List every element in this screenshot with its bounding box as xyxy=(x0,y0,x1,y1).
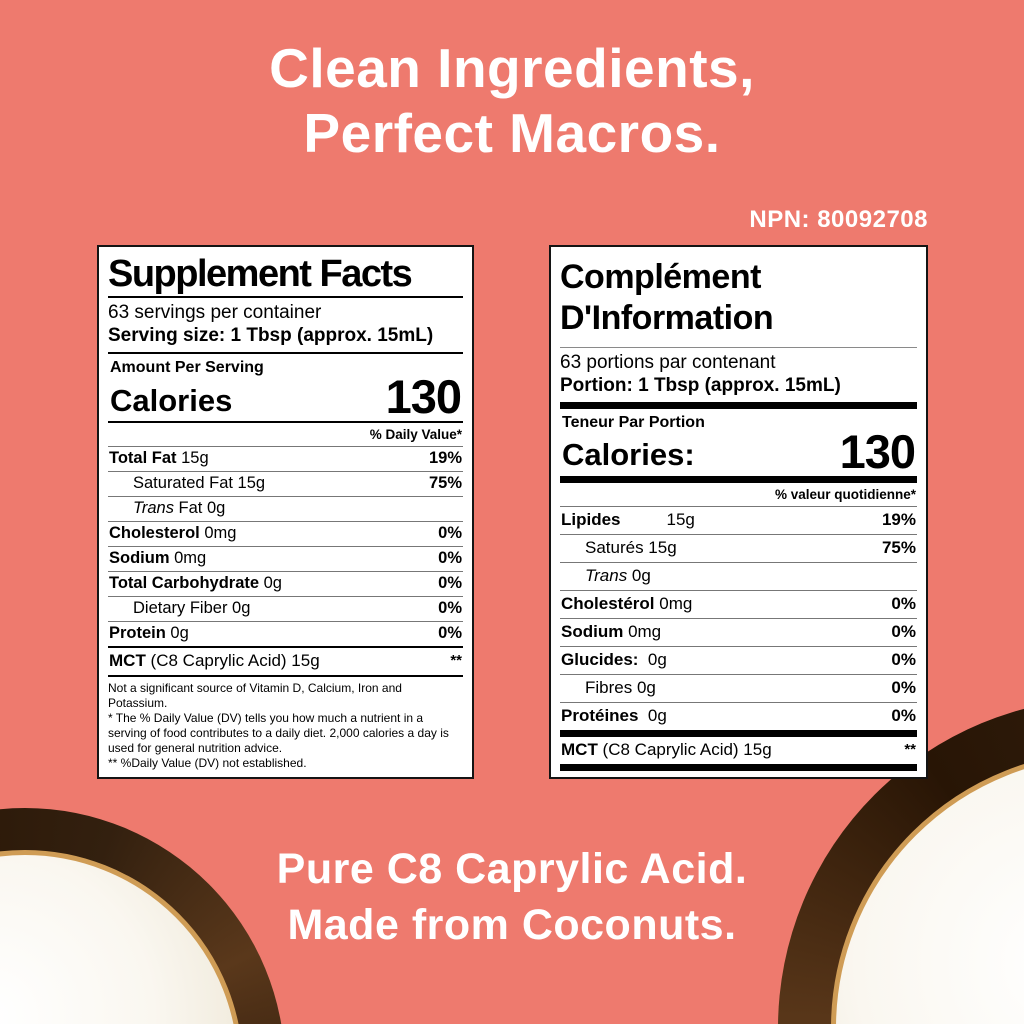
serving-size: Portion: 1 Tbsp (approx. 15mL) xyxy=(560,374,841,396)
page-title-line2: Perfect Macros. xyxy=(303,101,721,164)
page-title: Clean Ingredients, Perfect Macros. xyxy=(0,36,1024,166)
nutrient-row-total-fat: Total Fat 15g 19% xyxy=(108,445,463,471)
calories-value: 130 xyxy=(839,424,916,478)
thick-divider xyxy=(108,674,463,678)
footer-tagline-line1: Pure C8 Caprylic Acid. xyxy=(276,845,748,893)
calories-label: Calories: xyxy=(562,437,695,473)
servings-per-container: 63 servings per container xyxy=(108,302,322,323)
footnote-daily-value: * The % Daily Value (DV) tells you how m… xyxy=(108,711,449,756)
serving-size: Serving size: 1 Tbsp (approx. 15mL) xyxy=(108,325,434,346)
calories-row: Calories 130 xyxy=(108,370,463,424)
supplement-facts-label-french: Complément D'Information 63 portions par… xyxy=(549,245,928,779)
mct-asterisks: ** xyxy=(450,651,462,669)
nutrient-row-fibres: Fibres 0g 0% xyxy=(560,673,917,702)
nutrient-row-trans: Trans 0g xyxy=(560,561,917,590)
mct-row: MCT (C8 Caprylic Acid) 15g ** xyxy=(561,739,916,759)
nutrient-row-protein: Protein 0g 0% xyxy=(108,620,463,646)
amount-per-serving: Teneur Par Portion xyxy=(562,413,705,431)
mct-asterisks: ** xyxy=(904,740,916,758)
daily-value-header: % Daily Value* xyxy=(369,426,462,442)
nutrient-row-sodium: Sodium 0mg 0% xyxy=(560,617,917,646)
thick-divider xyxy=(560,763,917,771)
nutrient-row-saturated-fat: Saturated Fat 15g 75% xyxy=(108,470,463,496)
mct-row: MCT (C8 Caprylic Acid) 15g ** xyxy=(109,650,462,670)
nutrient-row-glucides: Glucides: 0g 0% xyxy=(560,645,917,674)
footnote-not-established: ** %Daily Value (DV) not established. xyxy=(108,756,307,771)
calories-row: Calories: 130 xyxy=(560,424,917,478)
thick-divider xyxy=(108,352,463,355)
nutrient-row-total-carbohydrate: Total Carbohydrate 0g 0% xyxy=(108,570,463,596)
thick-divider xyxy=(108,645,463,648)
nutrient-row-sodium: Sodium 0mg 0% xyxy=(108,545,463,571)
nutrient-row-trans-fat: Trans Fat 0g xyxy=(108,495,463,521)
thick-divider xyxy=(560,401,917,409)
thick-divider xyxy=(560,475,917,483)
divider xyxy=(560,346,917,348)
page-title-line1: Clean Ingredients, xyxy=(269,37,755,99)
supplement-facts-label-english: Supplement Facts 63 servings per contain… xyxy=(97,245,474,779)
nutrient-row-dietary-fiber: Dietary Fiber 0g 0% xyxy=(108,595,463,621)
daily-value-header: % valeur quotidienne* xyxy=(774,486,916,502)
calories-label: Calories xyxy=(110,382,233,418)
nutrient-row-cholesterol: Cholesterol 0mg 0% xyxy=(108,520,463,546)
nutrient-row-satures: Saturés 15g 75% xyxy=(560,533,917,562)
thick-divider xyxy=(560,729,917,737)
servings-per-container: 63 portions par contenant xyxy=(560,351,776,373)
npn-number: NPN: 80092708 xyxy=(749,206,928,233)
footer-tagline: Pure C8 Caprylic Acid. Made from Coconut… xyxy=(0,842,1024,954)
nutrient-row-lipides: Lipides 15g 19% xyxy=(560,505,917,534)
footnote-significant-source: Not a significant source of Vitamin D, C… xyxy=(108,681,402,711)
divider xyxy=(108,296,463,298)
nutrient-row-proteines: Protéines 0g 0% xyxy=(560,701,917,730)
label-footnotes: Not a significant source of Vitamin D, C… xyxy=(108,677,463,771)
calories-value: 130 xyxy=(385,370,462,424)
label-title: Supplement Facts xyxy=(108,253,413,295)
footer-tagline-line2: Made from Coconuts. xyxy=(287,900,737,949)
nutrient-rows: Lipides 15g 19% Saturés 15g 75% Trans 0g Ch… xyxy=(560,505,917,730)
label-title: Complément D'Information xyxy=(560,258,774,337)
nutrient-rows: Total Fat 15g 19% Saturated Fat 15g 75% Tr… xyxy=(108,445,463,646)
amount-per-serving: Amount Per Serving xyxy=(110,359,264,377)
thick-divider xyxy=(108,421,463,423)
nutrient-row-cholesterol: Cholestérol 0mg 0% xyxy=(560,589,917,618)
